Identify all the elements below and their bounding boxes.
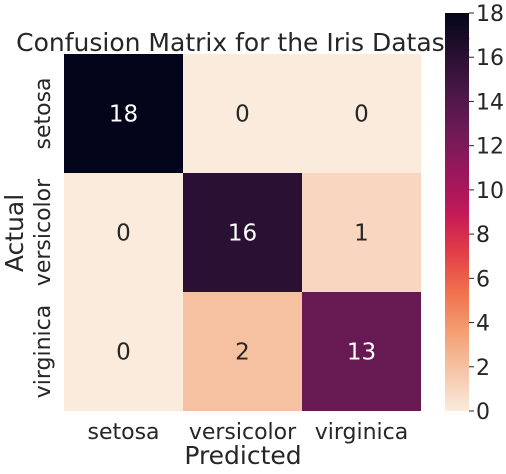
y-tick-label: setosa [31, 77, 56, 149]
cell-value-label: 1 [354, 221, 369, 247]
chart-title: Confusion Matrix for the Iris Dataset [16, 28, 470, 57]
heatmap-cell [64, 292, 183, 411]
cell-value-label: 16 [228, 221, 257, 247]
colorbar [445, 13, 469, 411]
y-tick-labels: setosa versicolor virginica [31, 77, 56, 398]
colorbar-tick-label: 6 [476, 267, 490, 292]
heatmap-cell [302, 292, 421, 411]
cell-value-label: 0 [354, 102, 369, 128]
y-tick-label: versicolor [31, 178, 56, 286]
x-axis-label: Predicted [184, 441, 301, 470]
colorbar-ticks: 0 2 4 6 8 10 12 14 16 18 [469, 2, 504, 425]
colorbar-tick-label: 8 [476, 223, 490, 248]
heatmap-cell [302, 54, 421, 173]
colorbar-tick-label: 18 [476, 2, 504, 27]
cell-value-label: 2 [235, 340, 250, 366]
cell-value-label: 0 [116, 221, 131, 247]
heatmap-cell [64, 54, 183, 173]
cell-value-label: 13 [347, 340, 376, 366]
x-tick-label: virginica [315, 420, 409, 445]
y-axis-label: Actual [0, 194, 29, 272]
cell-value-label: 0 [235, 102, 250, 128]
heatmap-cell [64, 173, 183, 292]
heatmap-cell [183, 54, 302, 173]
cell-value-label: 0 [116, 340, 131, 366]
heatmap-cell [302, 173, 421, 292]
colorbar-tick-label: 12 [476, 135, 504, 160]
x-tick-label: versicolor [189, 420, 297, 445]
colorbar-tick-label: 10 [476, 179, 504, 204]
y-tick-label: virginica [31, 305, 56, 399]
heatmap-cells: 18 0 0 0 16 1 0 2 13 [64, 54, 421, 411]
x-tick-labels: setosa versicolor virginica [87, 420, 408, 445]
colorbar-tick-label: 14 [476, 90, 504, 115]
heatmap-cell [183, 173, 302, 292]
colorbar-tick-label: 16 [476, 46, 504, 71]
colorbar-tick-label: 0 [476, 400, 490, 425]
cell-value-label: 18 [109, 102, 138, 128]
colorbar-tick-label: 2 [476, 356, 490, 381]
heatmap-cell [183, 292, 302, 411]
colorbar-tick-label: 4 [476, 312, 490, 337]
x-tick-label: setosa [87, 420, 159, 445]
